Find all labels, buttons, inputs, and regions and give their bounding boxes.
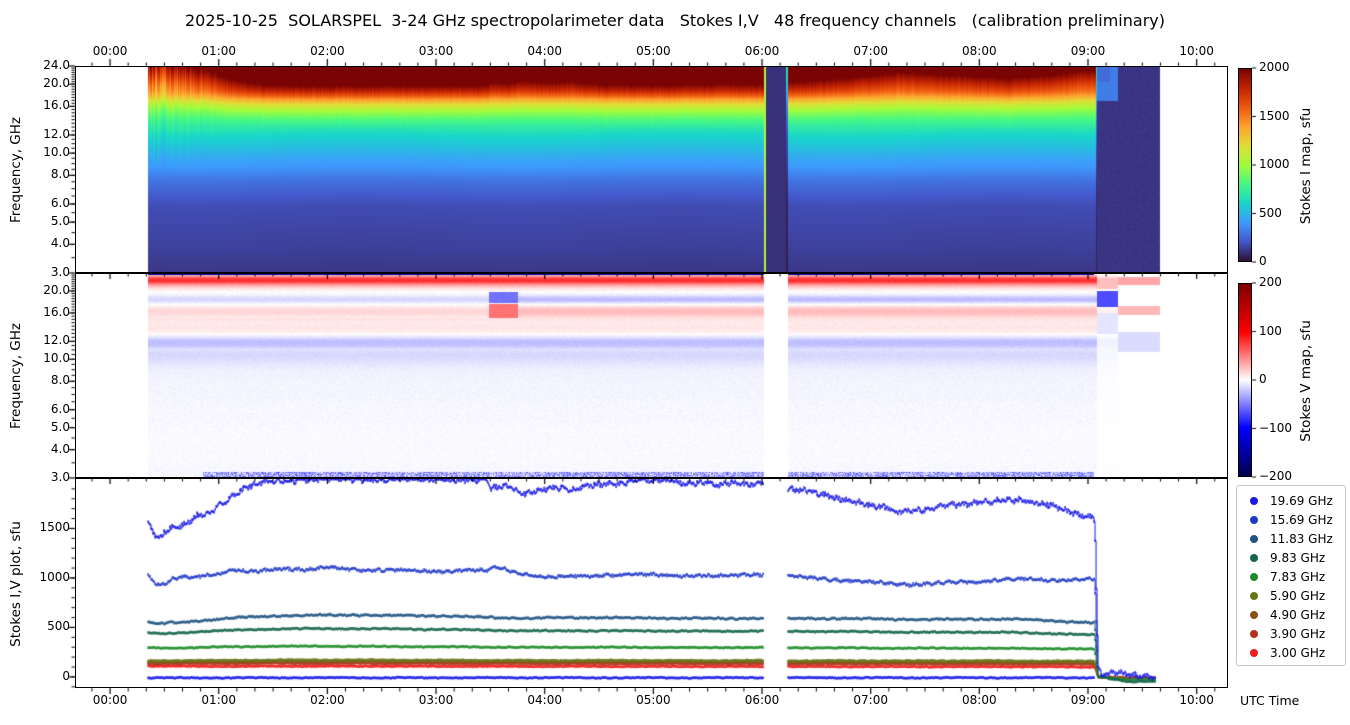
time-tick-label-top: 10:00 — [1179, 44, 1214, 58]
plot-ytick-label: 1500 — [39, 520, 70, 535]
legend-entry: 4.90 GHz — [1237, 605, 1345, 624]
time-tick-label-bottom: 01:00 — [201, 693, 237, 707]
legend-dot-icon — [1250, 515, 1258, 524]
time-tick-label-bottom: 03:00 — [418, 693, 454, 707]
legend-dot-icon — [1250, 496, 1258, 505]
colorbar-i-tick-label: 2000 — [1259, 60, 1290, 74]
colorbar-i-tick-label: 1000 — [1259, 157, 1290, 171]
freq-tick-label: 4.0 — [50, 236, 70, 251]
legend-entry: 15.69 GHz — [1237, 510, 1345, 529]
legend-label: 11.83 GHz — [1270, 531, 1333, 546]
legend-entry: 19.69 GHz — [1237, 491, 1345, 510]
time-tick-label-top: 08:00 — [962, 44, 997, 58]
legend-dot-icon — [1250, 553, 1258, 562]
legend-label: 5.90 GHz — [1270, 588, 1326, 603]
legend-dot-icon — [1250, 629, 1258, 638]
time-tick-label-top: 03:00 — [418, 44, 454, 58]
stokes-i-colorbar-canvas — [1239, 69, 1251, 261]
legend-dot-icon — [1250, 534, 1258, 543]
freq-tick-label: 4.0 — [50, 441, 70, 456]
freq-tick-label: 24.0 — [43, 58, 70, 72]
figure-title: 2025-10-25 SOLARSPEL 3-24 GHz spectropol… — [185, 11, 1165, 30]
colorbar-v-tick-label: 100 — [1259, 323, 1282, 338]
colorbar-v-tick-label: −100 — [1259, 420, 1292, 435]
time-tick-label-top: 06:00 — [744, 44, 780, 58]
freq-tick-label: 6.0 — [50, 196, 70, 210]
legend-entry: 3.90 GHz — [1237, 624, 1345, 643]
time-tick-label-top: 04:00 — [527, 44, 562, 58]
plot-ytick-label: 500 — [47, 619, 70, 634]
freq-tick-label: 10.0 — [43, 351, 70, 366]
colorbar-i-tick-label: 500 — [1259, 205, 1282, 220]
time-tick-label-bottom: 00:00 — [92, 693, 128, 707]
time-tick-label-top: 09:00 — [1070, 44, 1106, 58]
time-tick-label-top: 01:00 — [201, 44, 237, 58]
time-tick-label-bottom: 02:00 — [310, 693, 345, 707]
colorbar-i-tick-label: 0 — [1259, 254, 1267, 268]
colorbar-i-tick-label: 1500 — [1259, 108, 1290, 123]
freq-tick-label: 20.0 — [43, 282, 70, 297]
freq-tick-label: 10.0 — [43, 145, 70, 160]
freq-tick-label: 5.0 — [50, 419, 70, 434]
legend-dot-icon — [1250, 572, 1258, 581]
plot-ytick-label: 0 — [62, 668, 70, 683]
colorbar-v-tick-label: 200 — [1259, 275, 1282, 289]
freq-tick-label: 20.0 — [43, 76, 70, 91]
freq-tick-label: 8.0 — [50, 373, 70, 388]
freq-tick-label: 3.0 — [50, 470, 70, 484]
stokes-v-heatmap-canvas — [76, 274, 1227, 477]
plot-y-axis-label: Stokes I,V plot, sfu — [8, 521, 24, 647]
legend-label: 3.90 GHz — [1270, 626, 1326, 641]
legend-label: 3.00 GHz — [1270, 645, 1326, 660]
colorbar-v-tick-label: −200 — [1259, 469, 1292, 483]
time-tick-label-bottom: 10:00 — [1179, 693, 1214, 707]
freq-tick-label: 16.0 — [43, 98, 70, 113]
stokes-iv-lineplot-canvas — [76, 479, 1227, 687]
legend-entry: 5.90 GHz — [1237, 586, 1345, 605]
stokes-i-heatmap-canvas — [76, 67, 1227, 272]
legend-entry: 7.83 GHz — [1237, 567, 1345, 586]
freq-tick-label: 5.0 — [50, 214, 70, 229]
utc-time-label: UTC Time — [1240, 693, 1300, 708]
legend-entry: 3.00 GHz — [1237, 643, 1345, 662]
legend-label: 15.69 GHz — [1270, 512, 1333, 527]
freq-axis-label-middle: Frequency, GHz — [8, 322, 24, 430]
legend-entry: 9.83 GHz — [1237, 548, 1345, 567]
freq-tick-label: 8.0 — [50, 167, 70, 182]
colorbar-v-tick-label: 0 — [1259, 372, 1267, 386]
frequency-legend: 19.69 GHz 15.69 GHz 11.83 GHz 9.83 GHz 7.83 … — [1236, 485, 1346, 666]
legend-entry: 11.83 GHz — [1237, 529, 1345, 548]
legend-label: 9.83 GHz — [1270, 550, 1326, 565]
time-tick-label-bottom: 06:00 — [744, 693, 780, 707]
time-tick-label-bottom: 05:00 — [636, 693, 671, 707]
freq-tick-label: 12.0 — [43, 127, 70, 141]
freq-tick-label: 6.0 — [50, 401, 70, 416]
legend-label: 7.83 GHz — [1270, 569, 1326, 584]
time-tick-label-bottom: 09:00 — [1070, 693, 1106, 707]
freq-tick-label: 12.0 — [43, 333, 70, 348]
time-tick-label-top: 02:00 — [310, 44, 345, 58]
legend-label: 4.90 GHz — [1270, 607, 1326, 622]
time-tick-label-bottom: 08:00 — [962, 693, 997, 707]
legend-dot-icon — [1250, 648, 1258, 657]
plot-ytick-label: 1000 — [39, 569, 70, 584]
freq-tick-label: 16.0 — [43, 304, 70, 319]
time-tick-label-top: 07:00 — [853, 44, 888, 58]
time-tick-label-top: 05:00 — [636, 44, 671, 58]
time-tick-label-bottom: 04:00 — [527, 693, 562, 707]
legend-dot-icon — [1250, 610, 1258, 619]
time-tick-label-bottom: 07:00 — [853, 693, 888, 707]
freq-axis-label-top: Frequency, GHz — [8, 116, 24, 224]
stokes-v-colorbar-canvas — [1239, 284, 1251, 476]
legend-label: 19.69 GHz — [1270, 493, 1333, 508]
time-tick-label-top: 00:00 — [92, 44, 128, 58]
legend-dot-icon — [1250, 591, 1258, 600]
freq-tick-label: 3.0 — [50, 265, 70, 279]
